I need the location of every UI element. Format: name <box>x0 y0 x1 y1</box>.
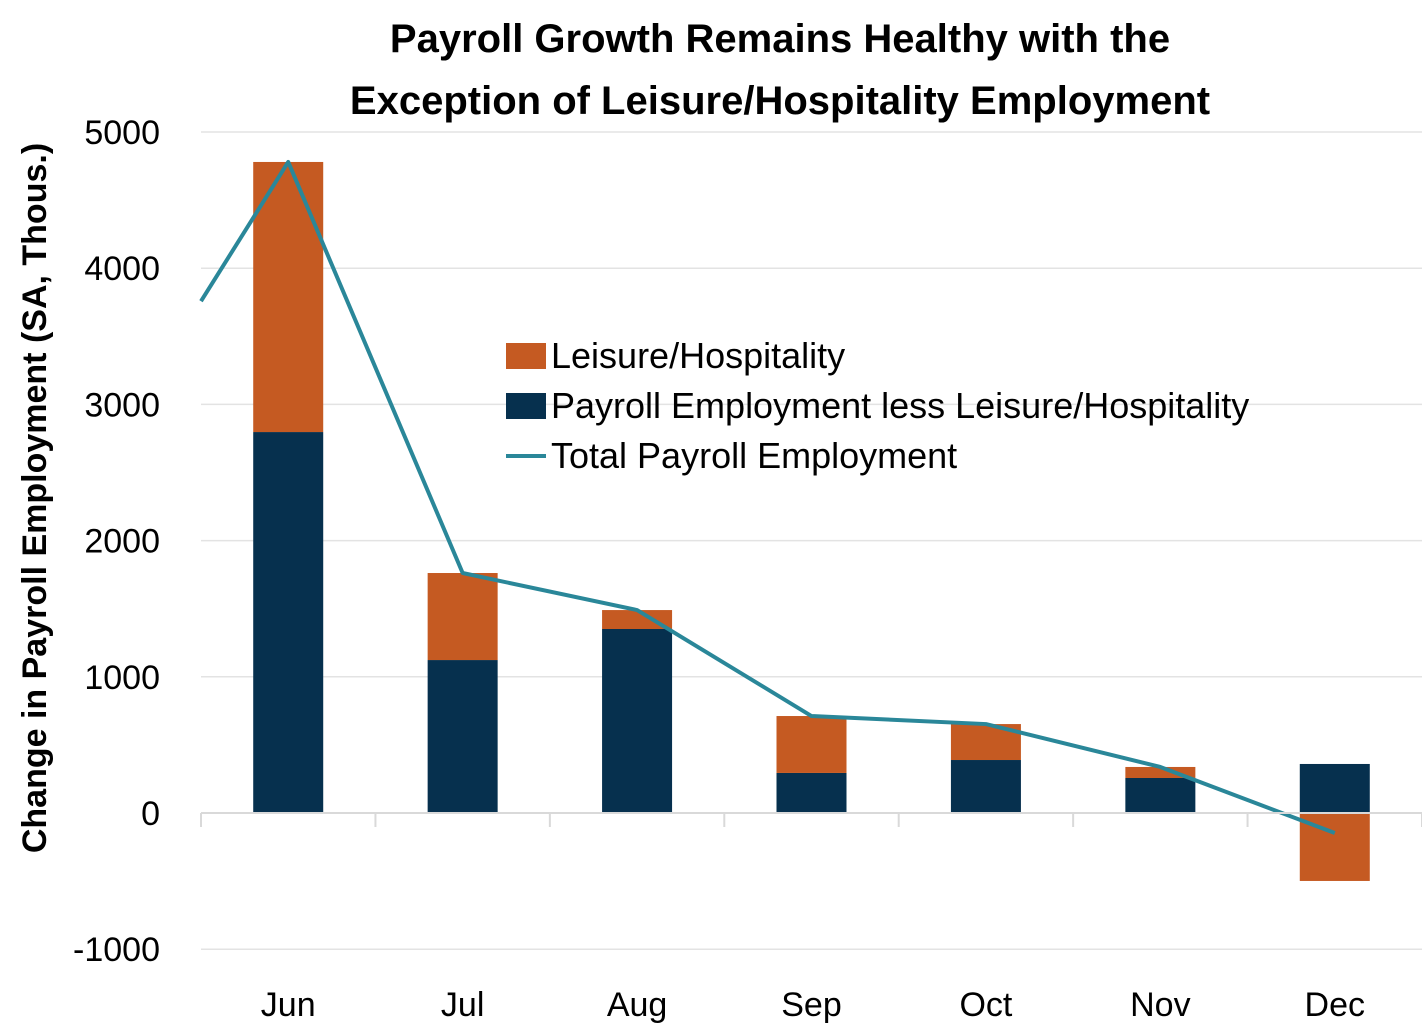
x-tick-label: Aug <box>607 986 668 1024</box>
legend-swatch <box>506 343 546 369</box>
y-tick-label: 2000 <box>84 523 160 561</box>
legend-label: Payroll Employment less Leisure/Hospital… <box>551 385 1249 426</box>
x-tick-label: Sep <box>781 986 842 1024</box>
y-tick-label: 4000 <box>84 250 160 288</box>
x-tick-label: Oct <box>959 986 1012 1024</box>
legend-label: Total Payroll Employment <box>551 435 957 476</box>
bar-payroll-employment-less-leisure-hospitality-oct <box>950 760 1021 813</box>
bar-leisure-hospitality-jun <box>253 161 324 433</box>
legend-swatch <box>506 393 546 419</box>
y-axis-label: Change in Payroll Employment (SA, Thous.… <box>16 143 54 853</box>
bar-leisure-hospitality-sep <box>776 716 847 773</box>
y-tick-label: 1000 <box>84 659 160 697</box>
bar-payroll-employment-less-leisure-hospitality-jun <box>253 432 324 813</box>
bar-payroll-employment-less-leisure-hospitality-jul <box>427 660 498 813</box>
x-tick-label: Nov <box>1130 986 1190 1024</box>
y-tick-label: -1000 <box>73 931 160 969</box>
line-total-payroll-employment <box>199 159 1336 835</box>
bar-payroll-employment-less-leisure-hospitality-sep <box>776 772 847 813</box>
bar-payroll-employment-less-leisure-hospitality-nov <box>1125 777 1196 813</box>
x-tick-label: Jun <box>261 986 316 1024</box>
bar-payroll-employment-less-leisure-hospitality-aug <box>602 628 673 813</box>
x-tick-label: Jul <box>441 986 484 1024</box>
bar-leisure-hospitality-nov <box>1125 766 1196 778</box>
y-tick-label: 5000 <box>84 114 160 152</box>
chart-title-line-2: Exception of Leisure/Hospitality Employm… <box>350 79 1210 123</box>
x-tick-label: Dec <box>1305 986 1365 1024</box>
bar-leisure-hospitality-aug <box>602 610 673 629</box>
bar-leisure-hospitality-jul <box>427 573 498 661</box>
y-tick-label: 0 <box>141 795 160 833</box>
bar-payroll-employment-less-leisure-hospitality-dec <box>1299 763 1370 813</box>
chart-title-line-1: Payroll Growth Remains Healthy with the <box>390 17 1170 61</box>
y-tick-label: 3000 <box>84 386 160 424</box>
legend-label: Leisure/Hospitality <box>551 335 845 376</box>
